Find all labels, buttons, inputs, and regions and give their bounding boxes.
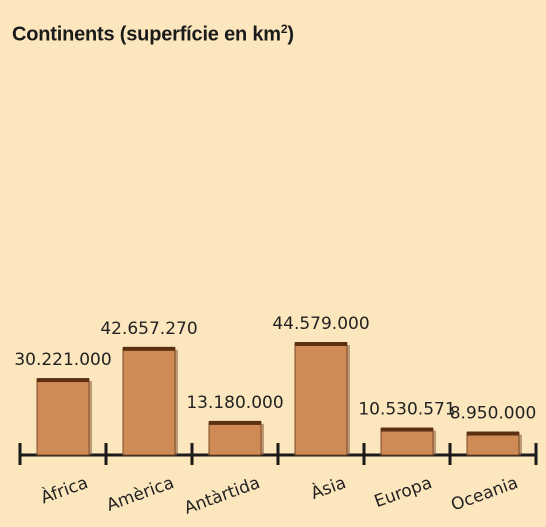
category-label: Oceania (449, 473, 521, 516)
chart-title: Continents (superfície en km2) (12, 22, 294, 46)
data-label: 44.579.000 (272, 314, 369, 334)
bar-Europa (380, 428, 434, 456)
bar-Àsia (294, 342, 348, 456)
chart-title-text: Continents (superfície en km (12, 23, 281, 46)
bar-top-edge (209, 420, 261, 425)
chart-title-superscript: 2 (280, 22, 288, 36)
data-label: 13.180.000 (186, 393, 283, 413)
bar-top-edge (381, 427, 433, 432)
bar-Àfrica (36, 378, 90, 456)
bar-top-edge (295, 342, 347, 346)
data-label: 8.950.000 (450, 404, 537, 424)
bar-Amèrica (122, 347, 176, 456)
bar-Antàrtida (208, 421, 262, 456)
data-label: 42.657.270 (100, 319, 197, 339)
data-label: 30.221.000 (14, 350, 111, 370)
category-label: Àfrica (38, 471, 91, 508)
data-label: 10.530.571 (358, 400, 455, 420)
bar-top-edge (123, 346, 175, 351)
bar-Oceania (466, 432, 520, 456)
category-label: Europa (372, 473, 435, 512)
category-label: Antàrtida (182, 473, 263, 519)
bar-top-edge (37, 378, 89, 383)
category-label: Amèrica (104, 473, 177, 516)
bar-top-edge (467, 431, 519, 436)
category-label: Àsia (308, 471, 349, 504)
